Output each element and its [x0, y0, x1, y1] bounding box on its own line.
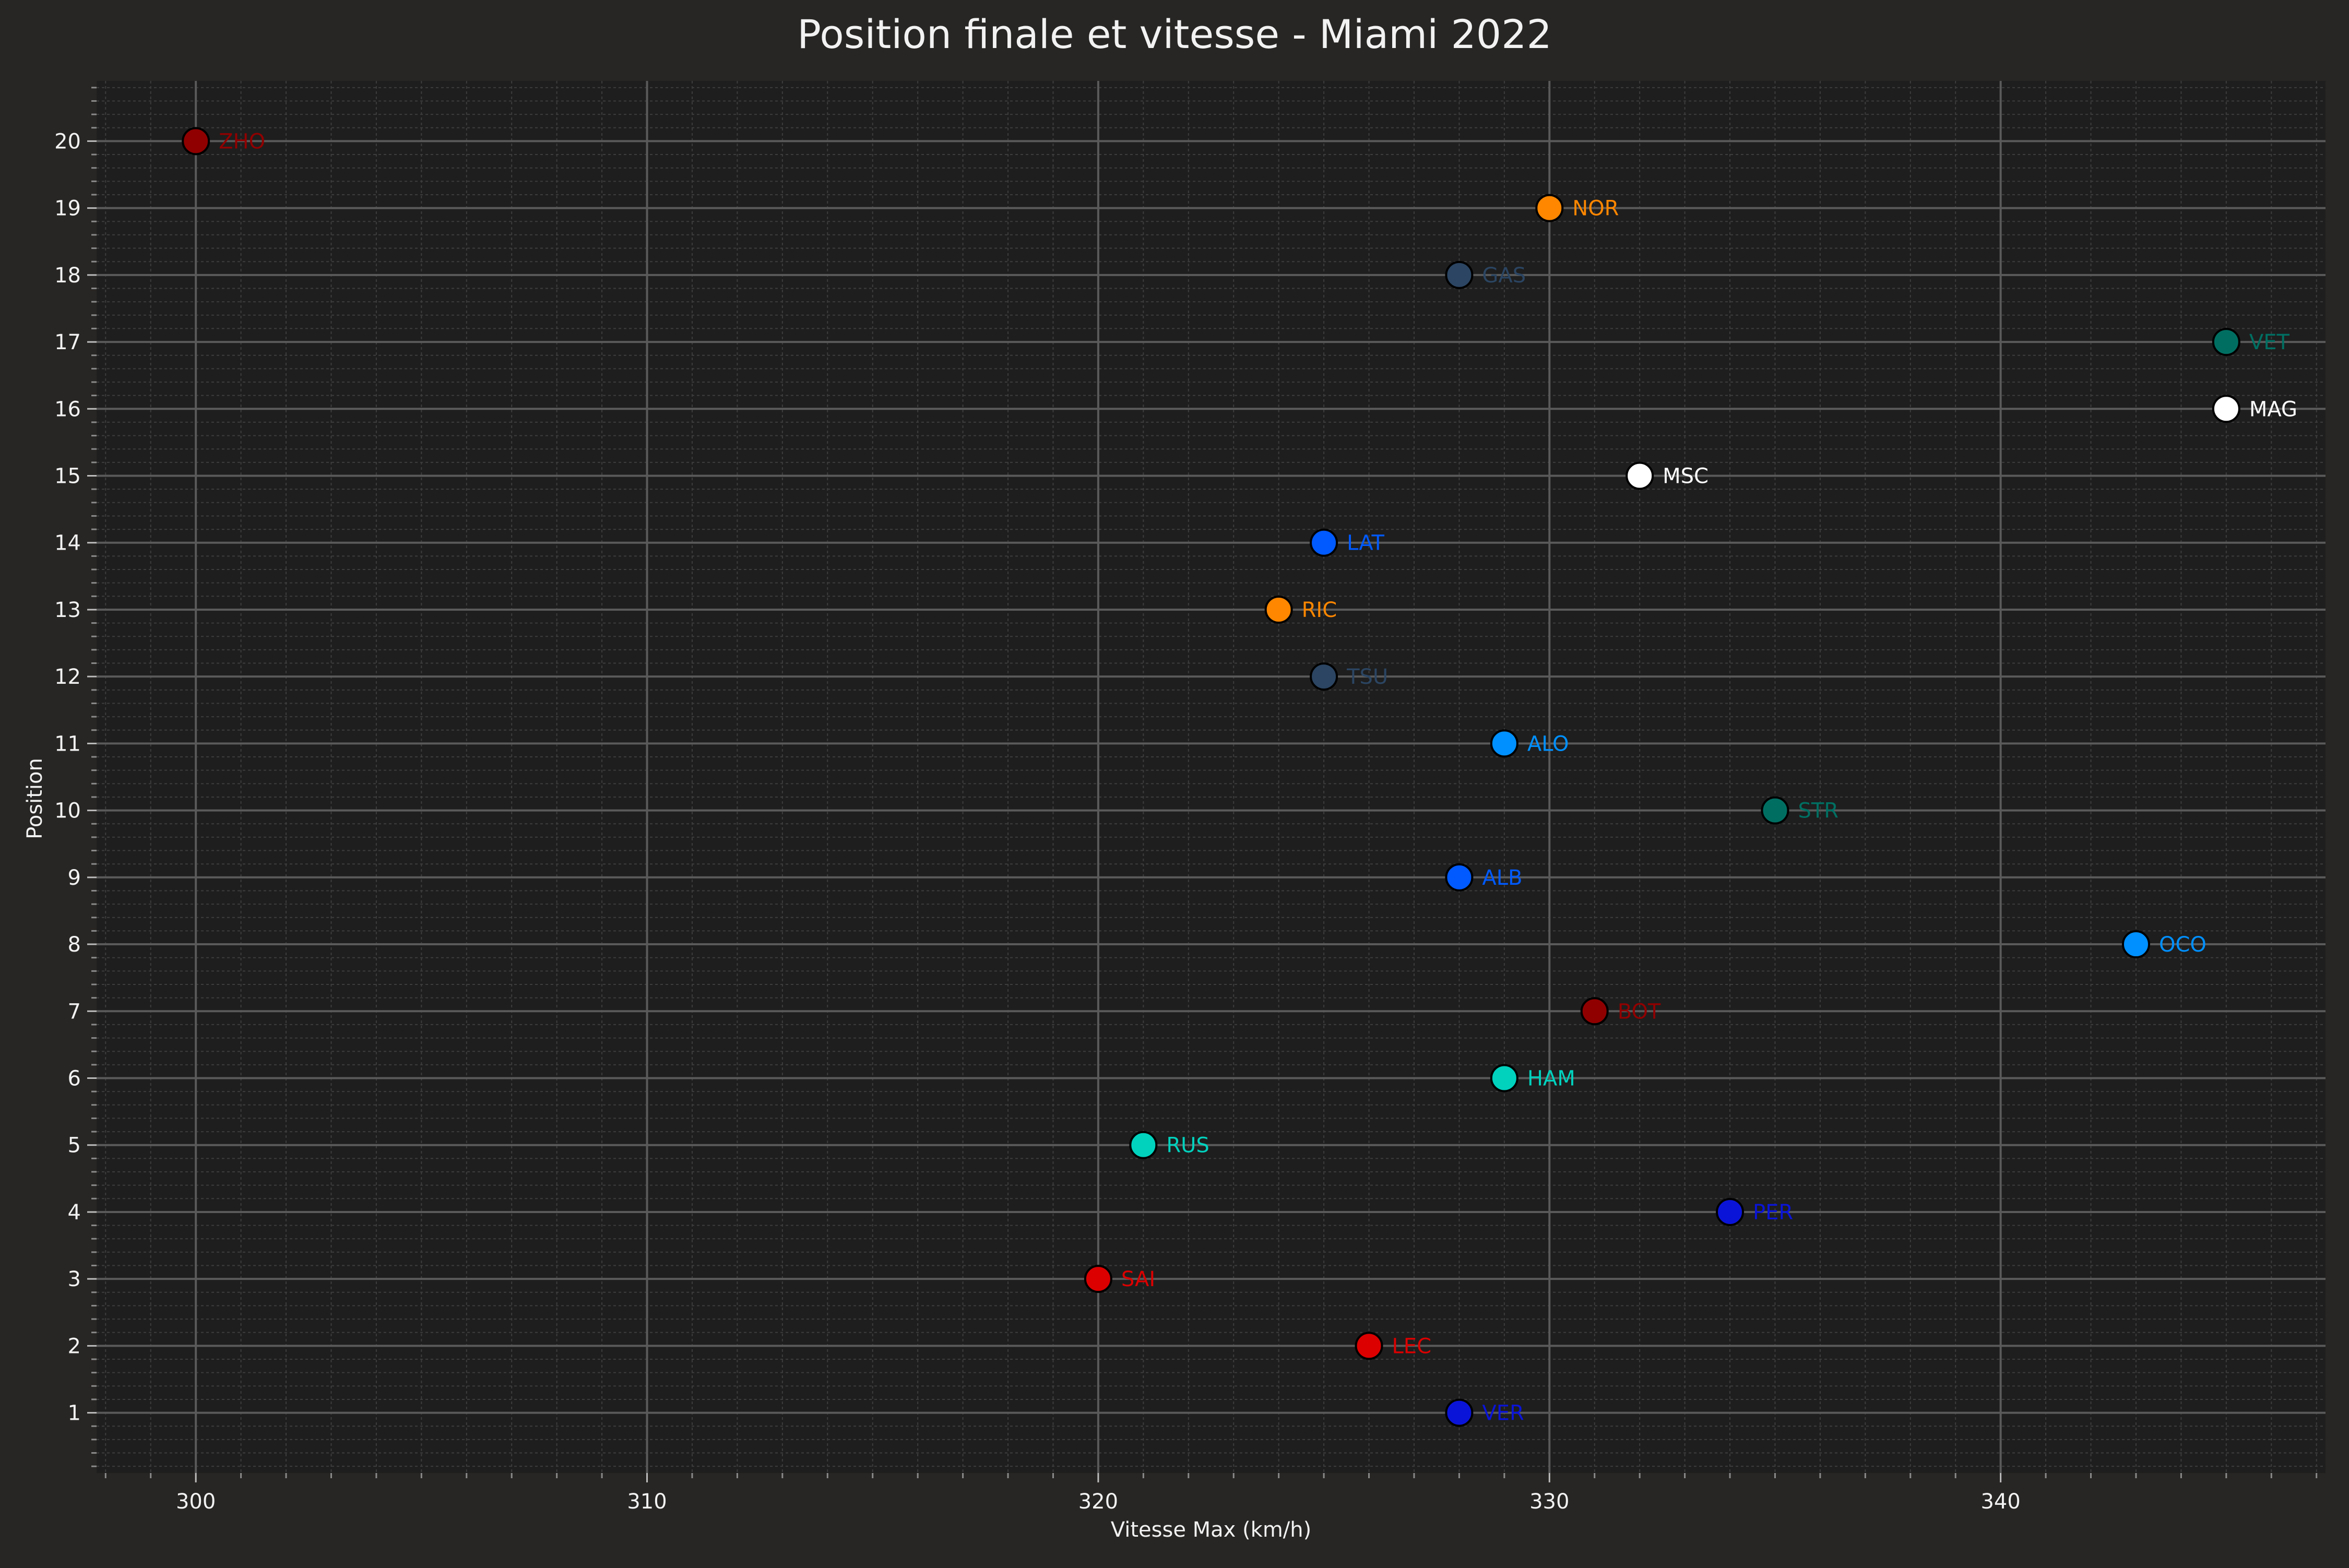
- y-tick-label: 20: [54, 129, 81, 153]
- y-tick-label: 5: [68, 1134, 81, 1158]
- point-label-mag: MAG: [2249, 397, 2297, 421]
- y-tick-label: 15: [54, 465, 81, 489]
- y-tick-label: 18: [54, 264, 81, 288]
- data-point-lat: [1310, 528, 1338, 557]
- data-point-ver: [1445, 1398, 1474, 1427]
- point-label-msc: MSC: [1663, 465, 1709, 489]
- point-label-alb: ALB: [1482, 866, 1522, 890]
- point-label-bot: BOT: [1618, 1000, 1661, 1024]
- y-tick-label: 8: [68, 933, 81, 957]
- y-tick-label: 12: [54, 665, 81, 689]
- y-tick-label: 19: [54, 197, 81, 221]
- data-point-gas: [1445, 260, 1474, 289]
- point-label-ver: VER: [1482, 1401, 1524, 1426]
- data-point-mag: [2212, 395, 2240, 423]
- plot-area: 300 310 320 330 3401234567891011121314151617…: [54, 81, 2326, 1514]
- axes-background: [97, 81, 2326, 1473]
- point-label-alo: ALO: [1527, 732, 1569, 756]
- data-point-msc: [1626, 461, 1654, 490]
- point-label-rus: RUS: [1166, 1134, 1209, 1158]
- point-label-ham: HAM: [1527, 1066, 1575, 1090]
- data-point-vet: [2212, 328, 2240, 357]
- x-tick-label: 310: [627, 1490, 667, 1514]
- point-label-lat: LAT: [1347, 531, 1384, 555]
- data-point-str: [1761, 796, 1789, 825]
- point-label-sai: SAI: [1121, 1267, 1155, 1291]
- data-point-ric: [1264, 595, 1293, 624]
- data-point-zho: [182, 127, 210, 156]
- y-tick-label: 16: [54, 397, 81, 421]
- data-point-alb: [1445, 863, 1474, 892]
- point-label-str: STR: [1798, 799, 1838, 823]
- data-point-rus: [1129, 1131, 1158, 1159]
- y-tick-label: 9: [68, 866, 81, 890]
- y-axis-label: Position: [23, 758, 47, 839]
- point-label-vet: VET: [2249, 330, 2290, 354]
- y-tick-label: 4: [68, 1201, 81, 1225]
- point-label-nor: NOR: [1572, 197, 1619, 221]
- y-tick-label: 10: [54, 799, 81, 823]
- data-point-oco: [2121, 930, 2150, 959]
- data-point-bot: [1580, 997, 1609, 1026]
- y-tick-label: 17: [54, 330, 81, 354]
- point-label-tsu: TSU: [1346, 665, 1388, 689]
- x-tick-label: 320: [1078, 1490, 1118, 1514]
- data-point-nor: [1535, 194, 1564, 222]
- data-point-lec: [1355, 1332, 1383, 1360]
- point-label-per: PER: [1753, 1201, 1793, 1225]
- x-axis-label: Vitesse Max (km/h): [1111, 1518, 1311, 1542]
- y-tick-label: 11: [54, 732, 81, 756]
- chart-title: Position finale et vitesse - Miami 2022: [797, 11, 1552, 57]
- point-label-oco: OCO: [2159, 933, 2206, 957]
- x-tick-label: 330: [1529, 1490, 1569, 1514]
- y-tick-label: 3: [68, 1267, 81, 1291]
- y-tick-label: 6: [68, 1066, 81, 1090]
- data-point-ham: [1490, 1064, 1518, 1092]
- point-label-zho: ZHO: [219, 129, 265, 153]
- point-label-ric: RIC: [1302, 598, 1337, 622]
- data-point-per: [1716, 1197, 1745, 1226]
- data-point-alo: [1490, 729, 1518, 758]
- y-tick-label: 1: [68, 1401, 81, 1426]
- y-tick-label: 7: [68, 1000, 81, 1024]
- y-tick-label: 14: [54, 531, 81, 555]
- y-tick-label: 2: [68, 1334, 81, 1358]
- y-tick-label: 13: [54, 598, 81, 622]
- point-label-lec: LEC: [1392, 1334, 1432, 1358]
- data-point-tsu: [1310, 662, 1338, 691]
- data-point-sai: [1084, 1265, 1112, 1293]
- point-label-gas: GAS: [1482, 264, 1526, 288]
- x-tick-label: 300: [176, 1490, 216, 1514]
- x-tick-label: 340: [1980, 1490, 2020, 1514]
